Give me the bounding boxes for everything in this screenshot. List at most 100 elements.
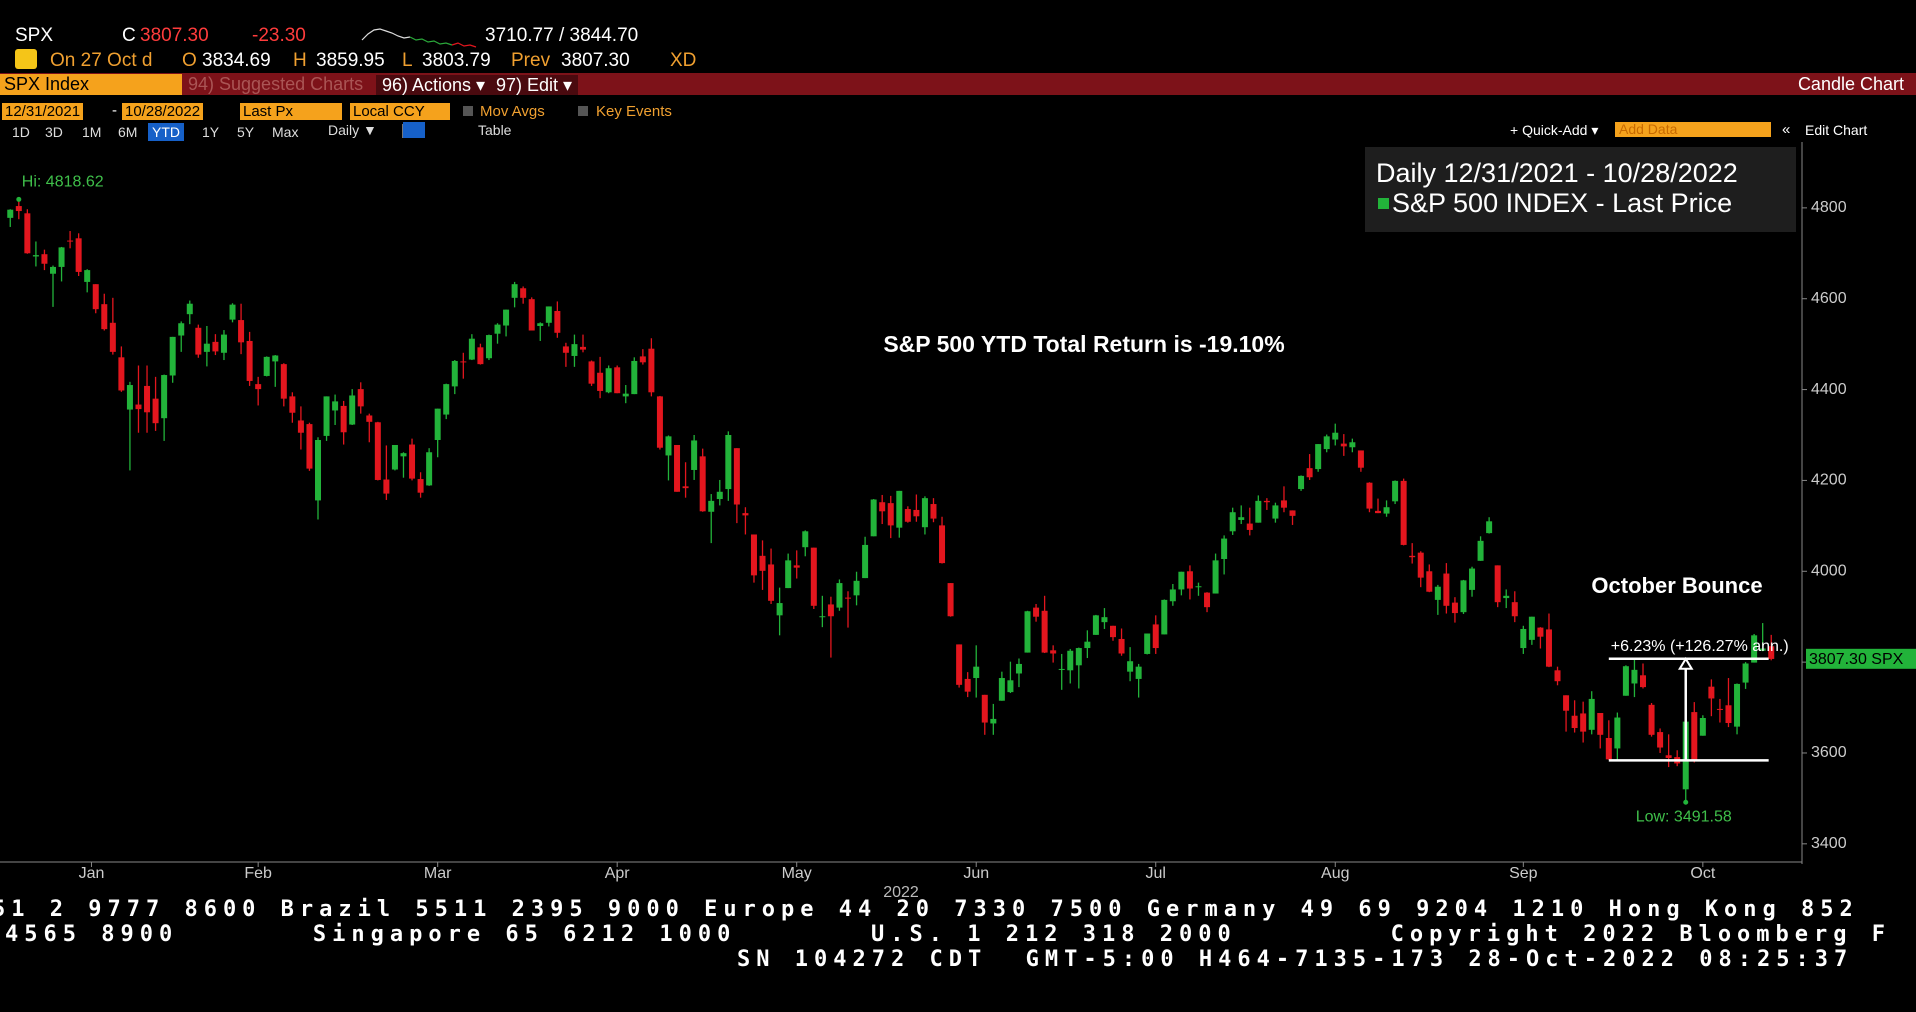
candle-body	[1734, 683, 1741, 727]
mov-avgs[interactable]: Mov Avgs	[480, 103, 545, 120]
candle-body	[665, 436, 672, 456]
period-button[interactable]: 1Y	[202, 124, 220, 140]
candle-body	[315, 439, 321, 501]
x-tick-label: Apr	[605, 865, 631, 882]
candle-body	[1212, 560, 1219, 594]
open-label: O	[182, 50, 197, 71]
candle-body	[126, 385, 133, 410]
candle-body	[597, 372, 604, 391]
candle-body	[562, 346, 569, 353]
candle-body	[186, 303, 193, 315]
footer-line: 51 2 9777 8600 Brazil 5511 2395 9000 Eur…	[0, 897, 1859, 922]
candle-body	[434, 408, 441, 440]
candle-body	[1229, 512, 1236, 532]
candle-body	[340, 405, 347, 433]
legend-entry: S&P 500 INDEX - Last Price	[1392, 188, 1732, 218]
candle-body	[639, 356, 646, 363]
candle-body	[614, 367, 621, 394]
icon[interactable]	[403, 122, 425, 138]
candle-body	[1366, 482, 1373, 509]
candle-body	[1759, 648, 1766, 651]
candle-body	[1597, 713, 1604, 735]
candle-body	[708, 500, 715, 512]
candle-body	[255, 384, 262, 390]
candle-body	[1272, 505, 1279, 519]
candle-body	[964, 678, 971, 692]
candle-body	[1058, 668, 1065, 670]
edit-menu[interactable]: 97) Edit ▾	[490, 75, 579, 95]
icon[interactable]	[15, 49, 37, 69]
candle-body	[819, 616, 826, 618]
candle-body	[58, 247, 65, 267]
end-date[interactable]: 10/28/2022	[122, 103, 204, 120]
field[interactable]: Last Px	[240, 103, 342, 120]
candle-body	[1186, 571, 1193, 589]
candle-body	[374, 422, 381, 480]
candle-body	[691, 440, 698, 470]
candle-body	[101, 304, 108, 330]
candle-body	[32, 255, 39, 257]
candle-body	[75, 238, 82, 272]
period-button[interactable]: YTD	[148, 123, 184, 141]
candle-body	[656, 396, 663, 448]
candle-body	[1545, 629, 1552, 667]
candle-body	[135, 404, 142, 410]
period-button[interactable]: Max	[272, 124, 299, 140]
frequency[interactable]: Daily ▼	[328, 122, 377, 138]
ticker: SPX	[15, 25, 54, 46]
candle-body	[793, 565, 800, 568]
period-button[interactable]: 1M	[82, 124, 102, 140]
y-tick-label: 4600	[1811, 290, 1847, 307]
candle-body	[580, 346, 586, 350]
arrow-head	[1677, 656, 1694, 670]
candle-body	[24, 213, 31, 254]
legend-swatch	[1378, 198, 1389, 209]
candle-body	[605, 368, 612, 393]
candle-body	[1101, 617, 1108, 623]
suggested-charts[interactable]: 94) Suggested Charts	[188, 74, 364, 94]
key-events[interactable]: Key Events	[596, 103, 672, 120]
candle-body	[1511, 602, 1518, 617]
x-tick-label: Sep	[1509, 865, 1538, 882]
candle-body	[1127, 661, 1134, 672]
collapse[interactable]: «	[1782, 121, 1791, 138]
candle-body	[1443, 573, 1450, 606]
quick-add[interactable]: + Quick-Add ▾	[1510, 122, 1599, 138]
chart-type: Candle Chart	[1797, 74, 1904, 94]
period-button[interactable]: 5Y	[237, 124, 255, 140]
period-button[interactable]: 6M	[118, 124, 138, 140]
x-tick-label: May	[782, 865, 812, 882]
day-range: 3710.77 / 3844.70	[485, 25, 639, 46]
add-data[interactable]: Add Data	[1615, 122, 1771, 137]
candle-body	[400, 453, 407, 457]
candle-body	[67, 240, 74, 242]
edit-chart[interactable]: Edit Chart	[1805, 122, 1868, 138]
y-tick-label: 3600	[1811, 744, 1847, 761]
candle-body	[1494, 565, 1501, 603]
start-date[interactable]: 12/31/2021	[2, 103, 84, 120]
security-field[interactable]: SPX Index	[0, 74, 182, 95]
candle-body	[853, 580, 860, 596]
table-button[interactable]: Table	[478, 122, 512, 138]
candle-body	[460, 361, 467, 363]
period-button[interactable]: 1D	[12, 124, 30, 140]
candle-body	[725, 434, 732, 490]
x-axis-label: 2022	[883, 884, 919, 901]
checkbox[interactable]	[578, 106, 588, 116]
candle-body	[768, 564, 775, 601]
y-tick-label: 4400	[1811, 381, 1847, 398]
candle-body	[417, 479, 424, 493]
actions-menu[interactable]: 96) Actions ▾	[376, 75, 492, 95]
currency[interactable]: Local CCY	[350, 103, 450, 120]
candle-body	[1280, 500, 1287, 508]
candle-body	[1588, 698, 1595, 730]
low-label: L	[402, 50, 413, 71]
candle-body	[1152, 624, 1159, 649]
checkbox[interactable]	[463, 106, 473, 116]
candle-body	[682, 486, 689, 489]
candle-body	[1537, 627, 1544, 637]
candle-body	[588, 361, 595, 384]
candle-body	[1263, 500, 1270, 503]
period-button[interactable]: 3D	[45, 124, 63, 140]
candle-body	[1169, 589, 1176, 602]
